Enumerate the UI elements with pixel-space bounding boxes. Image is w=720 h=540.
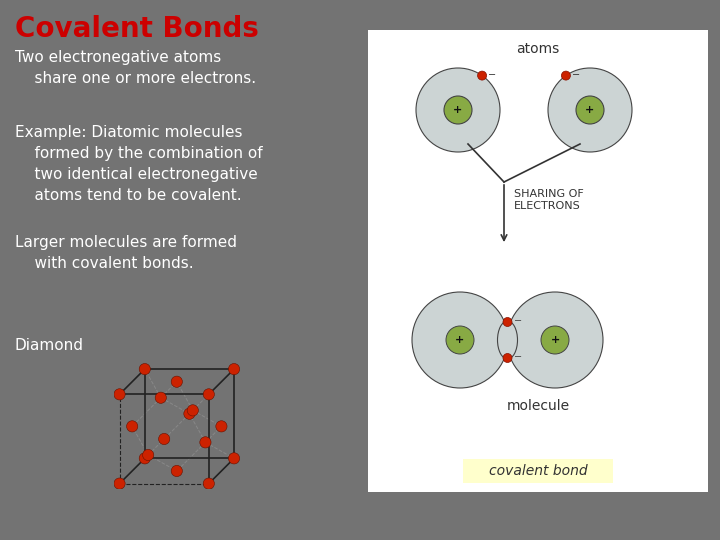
Text: Diamond: Diamond	[15, 338, 84, 353]
Circle shape	[171, 376, 182, 387]
Text: Larger molecules are formed
    with covalent bonds.: Larger molecules are formed with covalen…	[15, 235, 237, 271]
Circle shape	[503, 318, 512, 327]
Text: +: +	[550, 335, 559, 345]
Bar	[368, 30, 708, 492]
Text: −: −	[572, 70, 580, 79]
Circle shape	[216, 421, 227, 432]
Circle shape	[114, 389, 125, 400]
Bar	[463, 459, 613, 483]
Circle shape	[228, 453, 240, 464]
Text: Two electronegative atoms
    share one or more electrons.: Two electronegative atoms share one or m…	[15, 50, 256, 86]
Circle shape	[507, 292, 603, 388]
Circle shape	[156, 392, 166, 403]
Circle shape	[477, 71, 487, 80]
Text: −: −	[513, 352, 521, 362]
Circle shape	[444, 96, 472, 124]
Circle shape	[187, 405, 199, 416]
Circle shape	[562, 71, 570, 80]
Circle shape	[503, 354, 512, 362]
Circle shape	[139, 363, 150, 375]
Text: −: −	[488, 70, 496, 79]
Text: +: +	[455, 335, 464, 345]
Text: +: +	[454, 105, 463, 115]
Text: +: +	[585, 105, 595, 115]
Circle shape	[446, 326, 474, 354]
Circle shape	[548, 68, 632, 152]
Circle shape	[203, 478, 215, 489]
Circle shape	[143, 449, 154, 461]
Circle shape	[158, 434, 170, 444]
Text: molecule: molecule	[506, 399, 570, 413]
Ellipse shape	[498, 321, 518, 359]
Circle shape	[416, 68, 500, 152]
Circle shape	[200, 437, 211, 448]
Text: atoms: atoms	[516, 42, 559, 56]
Circle shape	[184, 408, 195, 420]
Circle shape	[139, 453, 150, 464]
Circle shape	[203, 389, 215, 400]
Text: −: −	[513, 316, 521, 326]
Circle shape	[228, 363, 240, 375]
Text: covalent bond: covalent bond	[489, 464, 588, 478]
Circle shape	[541, 326, 569, 354]
Circle shape	[127, 421, 138, 432]
Text: SHARING OF
ELECTRONS: SHARING OF ELECTRONS	[514, 189, 584, 211]
Text: Example: Diatomic molecules
    formed by the combination of
    two identical e: Example: Diatomic molecules formed by th…	[15, 125, 263, 203]
Text: Covalent Bonds: Covalent Bonds	[15, 15, 259, 43]
Circle shape	[412, 292, 508, 388]
Circle shape	[114, 478, 125, 489]
Circle shape	[171, 465, 182, 477]
Circle shape	[576, 96, 604, 124]
